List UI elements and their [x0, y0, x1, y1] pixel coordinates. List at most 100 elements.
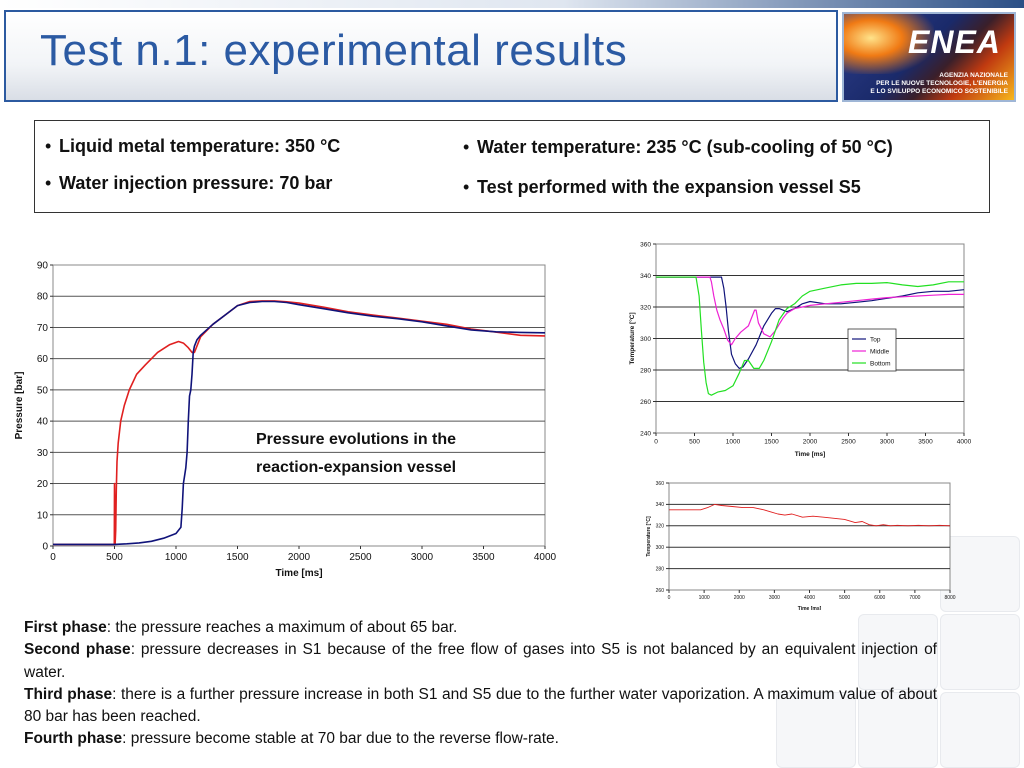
phase-description: First phase: the pressure reaches a maxi…: [24, 617, 937, 751]
series-line-2: [53, 300, 546, 546]
caption-line: Pressure evolutions in the: [256, 431, 457, 448]
y-tick-label: 300: [656, 545, 665, 551]
x-tick-label: 1000: [726, 439, 741, 446]
y-tick-label: 340: [640, 273, 651, 280]
background-tile: [776, 692, 856, 768]
logo-subtitle: AGENZIA NAZIONALE PER LE NUOVE TECNOLOGI…: [844, 72, 1008, 96]
background-tile: [858, 614, 938, 690]
bullet-item: • Liquid metal temperature: 350 °C: [45, 136, 340, 157]
phase-paragraph: Fourth phase: pressure become stable at …: [24, 728, 937, 750]
caption-line: reaction-expansion vessel: [256, 459, 457, 476]
phase-paragraph: Third phase: there is a further pressure…: [24, 684, 937, 729]
phase-label: Second phase: [24, 641, 131, 659]
x-tick-label: 500: [689, 439, 700, 446]
phase-label: Third phase: [24, 685, 113, 703]
phase-text: : the pressure reaches a maximum of abou…: [106, 619, 458, 636]
y-tick-label: 260: [640, 399, 651, 406]
legend-box: [847, 328, 897, 372]
bullet-item: • Water injection pressure: 70 bar: [45, 173, 332, 194]
background-tile: [858, 692, 938, 768]
bullet-item: • Test performed with the expansion vesse…: [463, 177, 861, 198]
y-tick-label: 320: [640, 304, 651, 311]
y-tick-label: 30: [37, 448, 49, 459]
y-tick-label: 80: [37, 292, 49, 303]
y-tick-label: 360: [656, 481, 665, 487]
x-tick-label: 4000: [534, 552, 557, 563]
x-tick-label: 2500: [841, 439, 856, 446]
logo-subtitle-line: E LO SVILUPPO ECONOMICO SOSTENIBILE: [870, 88, 1008, 95]
x-tick-label: 1000: [699, 595, 710, 601]
pressure-chart: 0 10 20 30 40 50 60 70 80 90 0 500 1000 1500 2000 2500 3…: [14, 261, 557, 580]
x-tick-label: 1500: [764, 439, 779, 446]
bullet-text: Liquid metal temperature: 350 °C: [59, 136, 341, 156]
x-tick-label: 3000: [880, 439, 895, 446]
chart-caption: Pressure evolutions in the reaction-expa…: [256, 426, 456, 482]
phase-text: : pressure decreases in S1 because of th…: [24, 641, 937, 681]
slide-title: Test n.1: experimental results: [40, 26, 628, 75]
x-tick-label: 5000: [839, 595, 850, 601]
y-tick-label: 50: [37, 385, 49, 396]
x-tick-label: 2500: [349, 552, 372, 563]
x-tick-label: 0: [654, 439, 658, 446]
series-line-1: [669, 503, 951, 527]
y-tick-label: 360: [640, 241, 651, 248]
legend-label: Bottom: [870, 361, 891, 368]
x-tick-label: 0: [668, 595, 671, 601]
legend-label: Middle: [870, 349, 890, 356]
x-tick-label: 2000: [288, 552, 311, 563]
x-tick-label: 2000: [734, 595, 745, 601]
y-tick-label: 340: [656, 502, 665, 508]
x-tick-label: 1000: [165, 552, 188, 563]
y-tick-label: 260: [656, 588, 665, 594]
x-tick-label: 500: [106, 552, 123, 563]
y-tick-label: 20: [37, 479, 49, 490]
y-tick-label: 0: [42, 542, 48, 553]
x-tick-label: 6000: [874, 595, 885, 601]
bullet-text: Test performed with the expansion vessel…: [477, 177, 861, 197]
x-axis-label: Time [ms]: [275, 568, 322, 579]
x-axis-label: Time [ms]: [798, 606, 822, 610]
y-tick-label: 320: [656, 524, 665, 530]
x-tick-label: 0: [50, 552, 56, 563]
top-accent-bar: [0, 0, 1024, 8]
legend-label: Top: [870, 337, 881, 344]
x-tick-label: 8000: [944, 595, 955, 601]
y-tick-label: 60: [37, 354, 49, 365]
x-tick-label: 3000: [411, 552, 434, 563]
series-line-bottom: [656, 276, 964, 396]
y-tick-label: 70: [37, 323, 49, 334]
phase-text: : pressure become stable at 70 bar due t…: [122, 730, 559, 748]
plot-area: [668, 482, 951, 591]
phase-text: : there is a further pressure increase i…: [24, 685, 937, 726]
test-conditions-box: • Liquid metal temperature: 350 °C • Water…: [34, 120, 990, 213]
temperature-chart-2: 260 280 300 320 340 360 0 1000 2000 3000 4000 5000 6…: [646, 481, 956, 610]
bullet-dot: •: [463, 137, 470, 157]
title-bar: Test n.1: experimental results: [4, 10, 838, 102]
bullet-item: • Water temperature: 235 °C (sub-cooling …: [463, 137, 893, 158]
background-tile: [940, 536, 1020, 612]
x-tick-label: 3500: [472, 552, 495, 563]
y-tick-label: 280: [656, 566, 665, 572]
y-tick-label: 240: [640, 430, 651, 437]
bullet-dot: •: [45, 173, 52, 193]
phase-label: Fourth phase: [24, 730, 123, 748]
y-tick-label: 10: [37, 510, 49, 521]
x-tick-label: 3000: [769, 595, 780, 601]
y-tick-label: 90: [37, 261, 49, 272]
x-tick-label: 1500: [226, 552, 249, 563]
y-axis-label: Pressure [bar]: [14, 372, 25, 440]
phase-paragraph: First phase: the pressure reaches a maxi…: [24, 617, 937, 639]
series-line-middle: [656, 276, 964, 346]
x-tick-label: 4000: [804, 595, 815, 601]
y-tick-label: 300: [640, 336, 651, 343]
logo-flame-graphic: [844, 14, 934, 74]
x-tick-label: 4000: [957, 439, 972, 446]
x-axis-label: Time [ms]: [795, 451, 826, 458]
series-line-1: [53, 300, 546, 546]
x-tick-label: 3500: [918, 439, 933, 446]
x-tick-label: 7000: [909, 595, 920, 601]
bullet-text: Water temperature: 235 °C (sub-cooling o…: [477, 137, 893, 157]
enea-logo: ENEA AGENZIA NAZIONALE PER LE NUOVE TECN…: [842, 12, 1016, 102]
bullet-text: Water injection pressure: 70 bar: [59, 173, 333, 193]
bullet-dot: •: [45, 136, 52, 156]
